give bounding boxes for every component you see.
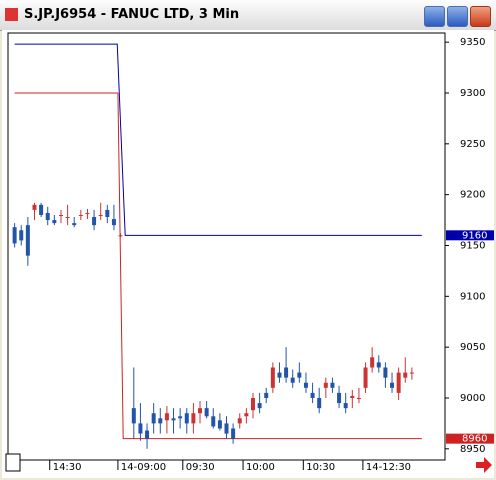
candle-body	[297, 372, 302, 378]
y-tick-label: 9100	[460, 291, 485, 302]
candle-body	[204, 408, 209, 417]
price-line	[14, 43, 422, 236]
candle-body	[303, 382, 308, 388]
candle-body	[403, 372, 408, 378]
candle-body	[257, 403, 262, 409]
candle-body	[131, 408, 136, 424]
price-tag: 9160	[462, 230, 487, 241]
candle-body	[323, 382, 328, 388]
candle-body	[310, 392, 315, 398]
candle-body	[45, 212, 50, 221]
candle-body	[171, 418, 176, 421]
candle-body	[184, 413, 189, 424]
price-tag-box	[446, 230, 494, 241]
candle-body	[78, 214, 83, 216]
candle-body	[39, 204, 44, 215]
candle-body	[198, 408, 203, 414]
candle-body	[244, 413, 249, 417]
y-tick-label: 9350	[460, 37, 485, 48]
y-tick-label: 9250	[460, 139, 485, 150]
price-line	[14, 92, 422, 440]
candle-body	[330, 382, 335, 388]
candle-body	[250, 397, 255, 411]
candle-body	[19, 230, 24, 241]
candle-body	[264, 392, 269, 398]
candle-body	[337, 392, 342, 404]
candle-body	[25, 225, 30, 256]
y-tick-label: 9000	[460, 393, 485, 404]
x-tick-label: 10:30	[306, 462, 335, 473]
candle-body	[363, 367, 368, 388]
candle-body	[376, 362, 381, 368]
plot-frame	[7, 32, 446, 461]
candle-body	[383, 367, 388, 378]
x-tick-label: 14-12:30	[366, 462, 411, 473]
candle-body	[111, 219, 116, 226]
candle-body	[231, 428, 236, 439]
candle-body	[12, 227, 17, 244]
y-tick-label: 9150	[460, 240, 485, 251]
y-tick-label: 9300	[460, 88, 485, 99]
x-tick-label: 10:00	[246, 462, 275, 473]
candle-body	[390, 382, 395, 388]
candle-body	[118, 235, 123, 237]
x-tick-label: 14-09:00	[121, 462, 166, 473]
maximize-button[interactable]	[447, 6, 468, 27]
window-title: S.JP.J6954 - FANUC LTD, 3 Min	[24, 7, 240, 22]
candle-body	[32, 204, 37, 210]
candle-body	[65, 217, 70, 219]
title-bar: S.JP.J6954 - FANUC LTD, 3 Min	[0, 0, 496, 31]
candle-body	[370, 357, 375, 368]
y-tick-label: 9200	[460, 190, 485, 201]
candle-body	[290, 377, 295, 383]
candle-body	[350, 395, 355, 398]
candle-body	[178, 416, 183, 419]
candle-body	[164, 413, 169, 421]
candle-body	[85, 212, 90, 214]
app-icon	[5, 8, 18, 21]
candle-body	[270, 367, 275, 388]
minimize-button[interactable]	[424, 6, 445, 27]
chart: 8950 9000 9050 9100 9150 9200 9250 9300 9350 14:3…	[2, 30, 494, 478]
candle-body	[224, 423, 229, 434]
candle-body	[105, 209, 110, 218]
candle-body	[356, 397, 361, 399]
candle-body	[151, 413, 156, 424]
price-tag-box	[446, 433, 494, 444]
candle-body	[211, 416, 216, 427]
chart-background	[2, 30, 494, 478]
candle-body	[317, 397, 322, 409]
candle-body	[396, 372, 401, 393]
candle-body	[284, 367, 289, 378]
candle-body	[277, 372, 282, 378]
y-tick-label: 8950	[460, 444, 485, 455]
scroll-arrow[interactable]	[476, 457, 492, 473]
candle-body	[158, 418, 163, 424]
x-tick-label: 14:30	[53, 462, 82, 473]
candle-body	[58, 214, 63, 216]
candle-body	[237, 418, 242, 424]
candle-body	[217, 420, 222, 429]
price-tag: 8960	[462, 434, 487, 445]
candle-body	[72, 223, 77, 226]
candle-body	[98, 214, 103, 216]
close-button[interactable]	[470, 6, 491, 27]
candle-body	[145, 430, 150, 439]
candle-body	[343, 403, 348, 409]
candle-body	[138, 423, 143, 434]
y-tick-label: 9050	[460, 342, 485, 353]
candle-body	[52, 220, 57, 224]
scroll-box[interactable]	[5, 453, 21, 472]
x-tick-label: 09:30	[186, 462, 215, 473]
candle-body	[92, 217, 97, 226]
candle-body	[409, 372, 414, 374]
candle-body	[191, 413, 196, 424]
